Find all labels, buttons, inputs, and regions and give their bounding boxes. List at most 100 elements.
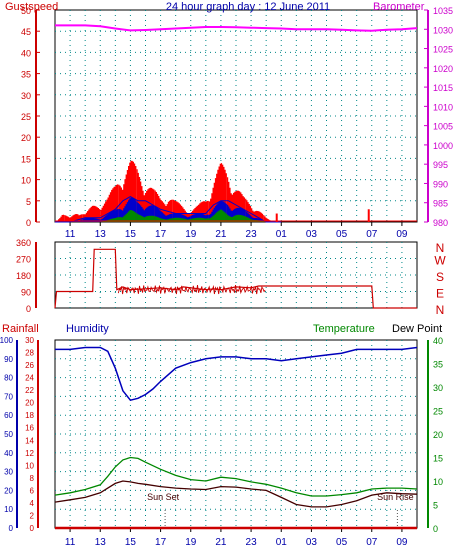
rainfall-axis-label: Rainfall (2, 323, 39, 335)
humidity-tick-label: 0 (9, 524, 14, 533)
humidity-x-tick-label: 11 (65, 537, 76, 548)
barometer-tick-label: 1035 (433, 6, 453, 16)
humidity-x-tick-label: 03 (306, 537, 318, 548)
gust-tick-label: 0 (26, 218, 31, 228)
barometer-tick-label: 1010 (433, 102, 453, 112)
gust-tick-label: 25 (21, 112, 31, 122)
humidity-tick-label: 80 (4, 374, 13, 383)
gust-tick-label: 45 (21, 27, 31, 37)
wind-x-tick-label: 03 (306, 229, 318, 240)
barometer-tick-label: 995 (433, 160, 448, 170)
barometer-tick-label: 1000 (433, 141, 453, 151)
humidity-tick-label: 60 (4, 411, 13, 420)
humidity-tick-label: 100 (0, 336, 14, 345)
gust-tick-label: 15 (21, 154, 31, 164)
barometer-tick-label: 1030 (433, 25, 453, 35)
rain-tick-label: 4 (30, 499, 35, 508)
humidity-tick-label: 50 (4, 430, 13, 439)
rain-tick-label: 12 (25, 449, 34, 458)
barometer-tick-label: 1005 (433, 122, 453, 132)
wind-x-tick-label: 07 (366, 229, 378, 240)
wind-x-tick-label: 19 (185, 229, 197, 240)
humidity-x-tick-label: 01 (276, 537, 288, 548)
gust-tick-label: 40 (21, 48, 31, 58)
temperature-tick-label: 15 (433, 454, 443, 464)
dewpoint-axis-label: Dew Point (392, 323, 442, 335)
rain-tick-label: 8 (30, 474, 35, 483)
barometer-axis-label: Barometer (373, 1, 425, 13)
temperature-tick-label: 20 (433, 430, 443, 440)
humidity-x-tick-label: 13 (95, 537, 107, 548)
direction-tick-label: 360 (16, 238, 31, 248)
rain-tick-label: 16 (25, 424, 34, 433)
rain-tick-label: 0 (30, 524, 35, 533)
barometer-tick-label: 1015 (433, 83, 453, 93)
humidity-x-tick-label: 17 (155, 537, 167, 548)
barometer-tick-label: 990 (433, 179, 448, 189)
rain-tick-label: 2 (30, 511, 35, 520)
humidity-x-tick-label: 15 (125, 537, 137, 548)
compass-label: W (434, 254, 446, 268)
rain-tick-label: 24 (25, 374, 34, 383)
humidity-tick-label: 30 (4, 468, 13, 477)
rain-tick-label: 10 (25, 461, 34, 470)
chart-title: 24 hour graph day : 12 June 2011 (166, 1, 330, 13)
rain-tick-label: 22 (25, 386, 34, 395)
humidity-x-tick-label: 19 (185, 537, 197, 548)
humidity-tick-label: 90 (4, 355, 13, 364)
barometer-tick-label: 980 (433, 218, 448, 228)
direction-tick-label: 0 (26, 304, 31, 314)
humidity-x-tick-label: 09 (396, 537, 408, 548)
gust-tick-label: 30 (21, 91, 31, 101)
humidity-x-tick-label: 21 (215, 537, 227, 548)
humidity-axis-label: Humidity (66, 323, 109, 335)
barometer-tick-label: 1020 (433, 64, 453, 74)
wind-x-tick-label: 09 (396, 229, 408, 240)
temperature-tick-label: 10 (433, 477, 443, 487)
gust-tick-label: 10 (21, 176, 31, 186)
direction-tick-label: 90 (21, 288, 31, 298)
compass-label: E (436, 287, 444, 301)
humidity-x-tick-label: 07 (366, 537, 378, 548)
rain-tick-label: 28 (25, 349, 34, 358)
wind-x-tick-label: 17 (155, 229, 167, 240)
temperature-tick-label: 25 (433, 407, 443, 417)
wind-x-tick-label: 15 (125, 229, 137, 240)
rain-tick-label: 20 (25, 399, 34, 408)
rain-tick-label: 6 (30, 486, 35, 495)
gustspeed-axis-label: Gustspeed (5, 1, 58, 13)
compass-label: S (436, 270, 444, 284)
gust-tick-label: 50 (21, 6, 31, 16)
compass-label: N (436, 303, 445, 317)
direction-tick-label: 270 (16, 255, 31, 265)
wind-x-tick-label: 23 (246, 229, 258, 240)
wind-x-tick-label: 11 (65, 229, 76, 240)
rain-tick-label: 14 (25, 436, 34, 445)
humidity-tick-label: 20 (4, 486, 13, 495)
barometer-tick-label: 1025 (433, 45, 453, 55)
temperature-tick-label: 30 (433, 383, 443, 393)
rain-tick-label: 30 (25, 336, 34, 345)
barometer-tick-label: 985 (433, 199, 448, 209)
temperature-axis-label: Temperature (313, 323, 375, 335)
humidity-x-tick-label: 05 (336, 537, 348, 548)
rain-tick-label: 26 (25, 361, 34, 370)
humidity-tick-label: 40 (4, 449, 13, 458)
temperature-tick-label: 5 (433, 501, 438, 511)
temperature-tick-label: 40 (433, 336, 443, 346)
gust-tick-label: 35 (21, 70, 31, 80)
wind-x-tick-label: 01 (276, 229, 288, 240)
humidity-tick-label: 70 (4, 392, 13, 401)
wind-x-tick-label: 13 (95, 229, 107, 240)
gust-tick-label: 20 (21, 133, 31, 143)
wind-x-tick-label: 21 (215, 229, 227, 240)
direction-tick-label: 180 (16, 271, 31, 281)
rain-tick-label: 18 (25, 411, 34, 420)
wind-x-tick-label: 05 (336, 229, 348, 240)
humidity-x-tick-label: 23 (246, 537, 258, 548)
temperature-tick-label: 0 (433, 524, 438, 534)
sun-annotation: Sun Set (147, 492, 180, 502)
gust-tick-label: 5 (26, 197, 31, 207)
